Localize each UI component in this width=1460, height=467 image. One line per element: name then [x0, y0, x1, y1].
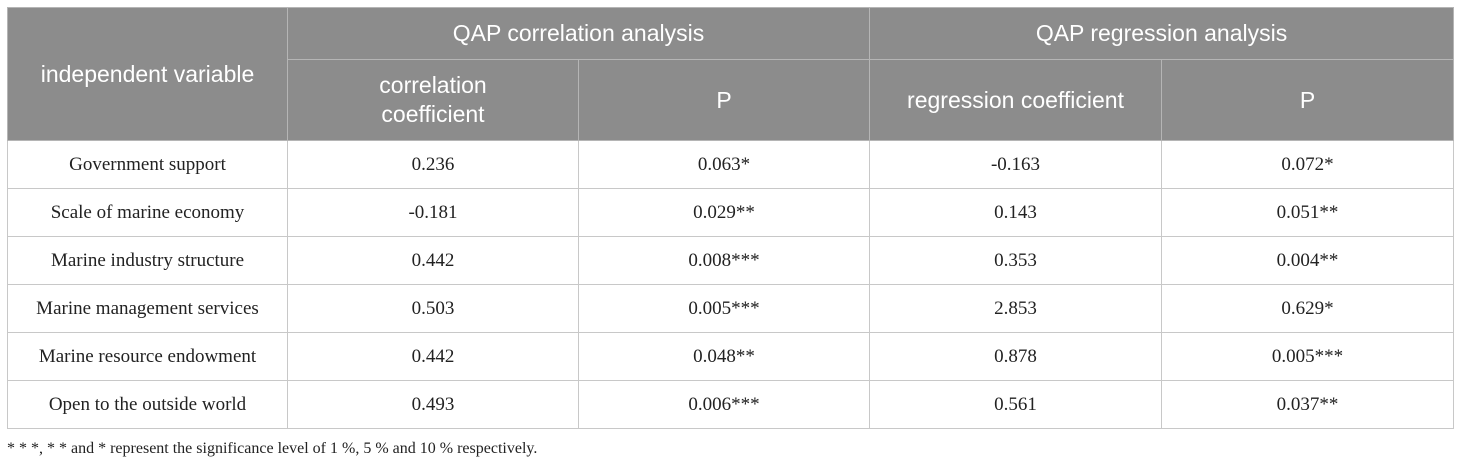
qap-results-table-container: independent variable QAP correlation ana…	[7, 7, 1455, 429]
header-row-groups: independent variable QAP correlation ana…	[7, 7, 1455, 141]
cell-regression-coefficient: 0.878	[869, 332, 1163, 381]
cell-regression-coefficient: 0.353	[869, 236, 1163, 285]
table-row: Marine resource endowment 0.442 0.048** …	[7, 332, 1455, 381]
table-body: Government support 0.236 0.063* -0.163 0…	[7, 140, 1455, 429]
header-p-regression: P	[1161, 59, 1455, 141]
cell-correlation-coefficient: 0.236	[287, 140, 579, 189]
header-regression-coefficient: regression coefficient	[869, 59, 1163, 141]
cell-p-correlation: 0.006***	[577, 380, 871, 429]
cell-regression-coefficient: 2.853	[869, 284, 1163, 333]
table-header: independent variable QAP correlation ana…	[7, 7, 1455, 141]
cell-regression-coefficient: 0.561	[869, 380, 1163, 429]
cell-variable: Marine resource endowment	[7, 332, 288, 381]
cell-p-correlation: 0.005***	[577, 284, 871, 333]
cell-correlation-coefficient: 0.442	[287, 332, 579, 381]
cell-correlation-coefficient: -0.181	[287, 188, 579, 237]
table-footnote: * * *, * * and * represent the significa…	[7, 440, 538, 457]
cell-p-regression: 0.051**	[1161, 188, 1455, 237]
cell-variable: Scale of marine economy	[7, 188, 288, 237]
cell-p-regression: 0.004**	[1161, 236, 1455, 285]
table-row: Marine management services 0.503 0.005**…	[7, 284, 1455, 333]
table-row: Marine industry structure 0.442 0.008***…	[7, 236, 1455, 285]
table-row: Government support 0.236 0.063* -0.163 0…	[7, 140, 1455, 189]
header-independent-variable: independent variable	[7, 7, 288, 141]
cell-variable: Open to the outside world	[7, 380, 288, 429]
cell-p-regression: 0.072*	[1161, 140, 1455, 189]
header-p-correlation: P	[577, 59, 871, 141]
cell-correlation-coefficient: 0.442	[287, 236, 579, 285]
cell-p-correlation: 0.008***	[577, 236, 871, 285]
cell-variable: Marine industry structure	[7, 236, 288, 285]
cell-p-regression: 0.005***	[1161, 332, 1455, 381]
cell-variable: Government support	[7, 140, 288, 189]
cell-p-regression: 0.037**	[1161, 380, 1455, 429]
cell-correlation-coefficient: 0.493	[287, 380, 579, 429]
cell-regression-coefficient: 0.143	[869, 188, 1163, 237]
header-correlation-coefficient: correlation coefficient	[287, 59, 579, 141]
cell-p-regression: 0.629*	[1161, 284, 1455, 333]
cell-p-correlation: 0.063*	[577, 140, 871, 189]
cell-correlation-coefficient: 0.503	[287, 284, 579, 333]
table-row: Open to the outside world 0.493 0.006***…	[7, 380, 1455, 429]
qap-results-table: independent variable QAP correlation ana…	[7, 7, 1455, 429]
header-qap-correlation-analysis: QAP correlation analysis	[286, 7, 871, 60]
cell-p-correlation: 0.048**	[577, 332, 871, 381]
cell-p-correlation: 0.029**	[577, 188, 871, 237]
cell-variable: Marine management services	[7, 284, 288, 333]
header-row-columns: correlation coefficient P regression coe…	[8, 59, 1455, 141]
table-row: Scale of marine economy -0.181 0.029** 0…	[7, 188, 1455, 237]
header-qap-regression-analysis: QAP regression analysis	[869, 7, 1455, 60]
cell-regression-coefficient: -0.163	[869, 140, 1163, 189]
